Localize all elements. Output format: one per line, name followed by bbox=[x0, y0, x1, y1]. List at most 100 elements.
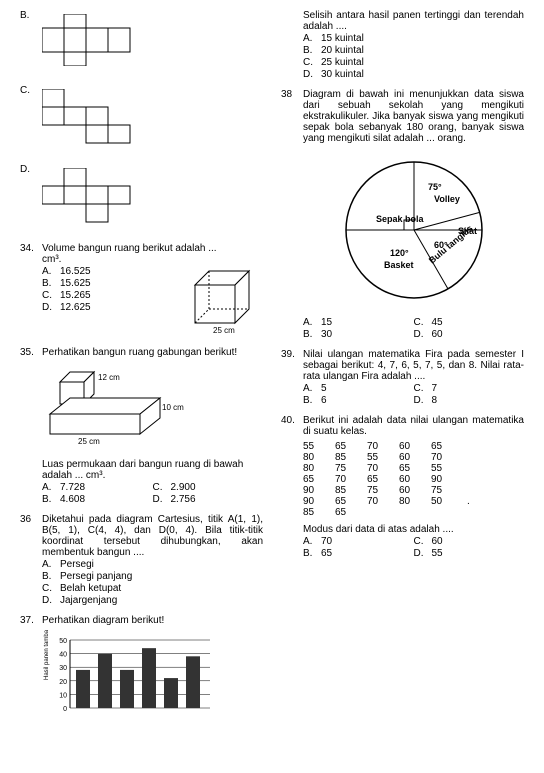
table-cell bbox=[367, 507, 399, 518]
question-number: 34. bbox=[20, 243, 42, 339]
table-cell: 60 bbox=[399, 452, 431, 463]
question-text: Diagram di bawah ini menunjukkan data si… bbox=[303, 89, 524, 144]
svg-text:60°: 60° bbox=[434, 240, 448, 250]
cube-icon: 25 cm bbox=[185, 265, 263, 335]
svg-text:75°: 75° bbox=[428, 182, 442, 192]
question-34: 34. Volume bangun ruang berikut adalah .… bbox=[20, 243, 263, 339]
option-c: C.25 kuintal bbox=[303, 57, 524, 68]
table-cell: 90 bbox=[303, 496, 335, 507]
option-d: D.8 bbox=[414, 395, 525, 406]
option-b-net: B. bbox=[20, 10, 263, 77]
table-cell: 50 bbox=[431, 496, 463, 507]
dim-label: 25 cm bbox=[78, 437, 100, 446]
table-cell: 55 bbox=[431, 463, 463, 474]
option-a: A.70 bbox=[303, 536, 414, 547]
option-a: A.Persegi bbox=[42, 559, 263, 570]
question-text: Diketahui pada diagram Cartesius, titik … bbox=[42, 514, 263, 558]
options-grid: A.70 B.65 C.60 D.55 bbox=[303, 535, 524, 560]
option-label: D. bbox=[20, 164, 42, 235]
table-cell: 85 bbox=[303, 507, 335, 518]
table-cell: 80 bbox=[303, 452, 335, 463]
svg-text:Basket: Basket bbox=[384, 260, 414, 270]
option-c: C.Belah ketupat bbox=[42, 583, 263, 594]
dim-label: 12 cm bbox=[98, 373, 120, 382]
table-cell: 75 bbox=[431, 485, 463, 496]
option-a: A.16.525 bbox=[42, 266, 181, 277]
left-column: B. C. bbox=[20, 10, 263, 735]
question-text: Volume bangun ruang berikut adalah ... bbox=[42, 243, 263, 254]
option-d: D.12.625 bbox=[42, 302, 181, 313]
cube-net-icon bbox=[42, 14, 132, 66]
table-cell: 80 bbox=[303, 463, 335, 474]
question-40: 40. Berikut ini adalah data nilai ulanga… bbox=[281, 415, 524, 560]
table-cell: 85 bbox=[335, 452, 367, 463]
table-row: 6570656090 bbox=[303, 474, 524, 485]
table-cell bbox=[399, 507, 431, 518]
table-cell bbox=[431, 507, 463, 518]
table-cell: 60 bbox=[399, 474, 431, 485]
svg-text:0: 0 bbox=[63, 706, 67, 713]
table-row: 8565 bbox=[303, 507, 524, 518]
table-cell: 65 bbox=[335, 507, 367, 518]
option-c: C.7 bbox=[414, 383, 525, 394]
option-a: A.7.728 bbox=[42, 482, 153, 493]
cube-dim-label: 25 cm bbox=[213, 326, 235, 335]
question-text: Berikut ini adalah data nilai ulangan ma… bbox=[303, 415, 524, 437]
cube-net-icon bbox=[42, 168, 132, 224]
table-row: 5565706065 bbox=[303, 441, 524, 452]
question-number: 40. bbox=[281, 415, 303, 560]
table-cell: 70 bbox=[431, 452, 463, 463]
svg-text:40: 40 bbox=[59, 652, 67, 659]
options-grid: A.5 B.6 C.7 D.8 bbox=[303, 382, 524, 407]
option-b: B.20 kuintal bbox=[303, 45, 524, 56]
table-row: 8075706555 bbox=[303, 463, 524, 474]
question-text-2: Luas permukaan dari bangun ruang di bawa… bbox=[42, 459, 263, 481]
option-c: C.60 bbox=[414, 536, 525, 547]
table-cell: 90 bbox=[303, 485, 335, 496]
option-label: C. bbox=[20, 85, 42, 156]
question-37-continuation: Selisih antara hasil panen tertinggi dan… bbox=[281, 10, 524, 81]
table-cell: 70 bbox=[367, 463, 399, 474]
question-text: Perhatikan diagram berikut! bbox=[42, 615, 263, 626]
svg-text:20: 20 bbox=[59, 679, 67, 686]
question-text-2: Modus dari data di atas adalah .... bbox=[303, 524, 524, 535]
table-row: 8085556070 bbox=[303, 452, 524, 463]
question-unit: cm³. bbox=[42, 254, 263, 265]
question-39: 39. Nilai ulangan matematika Fira pada s… bbox=[281, 349, 524, 407]
question-number: 36 bbox=[20, 514, 42, 607]
question-37: 37. Perhatikan diagram berikut! Hasil pa… bbox=[20, 615, 263, 727]
table-cell: 65 bbox=[303, 474, 335, 485]
table-cell: 70 bbox=[367, 441, 399, 452]
question-number: 38 bbox=[281, 89, 303, 341]
option-b: B.65 bbox=[303, 548, 414, 559]
pie-chart: Sepak bolaVolley75°SilatBulu tangkis60°B… bbox=[319, 150, 509, 310]
table-cell: 70 bbox=[367, 496, 399, 507]
table-row: 9065708050. bbox=[303, 496, 524, 507]
option-b: B.15.625 bbox=[42, 278, 181, 289]
option-b: B.4.608 bbox=[42, 494, 153, 505]
svg-text:50: 50 bbox=[59, 638, 67, 645]
dim-label: 10 cm bbox=[162, 403, 184, 412]
question-number: 39. bbox=[281, 349, 303, 407]
table-cell: 60 bbox=[399, 485, 431, 496]
svg-text:30: 30 bbox=[59, 665, 67, 672]
table-cell: 70 bbox=[335, 474, 367, 485]
options-grid: A.7.728 B.4.608 C.2.900 D.2.756 bbox=[42, 481, 263, 506]
option-c: C.45 bbox=[414, 317, 525, 328]
option-d: D.30 kuintal bbox=[303, 69, 524, 80]
data-table: 5565706065808555607080757065556570656090… bbox=[303, 441, 524, 518]
question-text: Nilai ulangan matematika Fira pada semes… bbox=[303, 349, 524, 382]
option-c: C.15.265 bbox=[42, 290, 181, 301]
table-cell: 90 bbox=[431, 474, 463, 485]
option-d-net: D. bbox=[20, 164, 263, 235]
option-b: B.Persegi panjang bbox=[42, 571, 263, 582]
cube-net-icon bbox=[42, 89, 132, 145]
bar-chart: Hasil panen tambak (kuintal)50403020100 bbox=[42, 630, 222, 720]
table-cell: 75 bbox=[367, 485, 399, 496]
options-grid: A.15 B.30 C.45 D.60 bbox=[303, 316, 524, 341]
option-a: A.15 kuintal bbox=[303, 33, 524, 44]
question-38: 38 Diagram di bawah ini menunjukkan data… bbox=[281, 89, 524, 341]
svg-text:120°: 120° bbox=[390, 248, 409, 258]
table-cell: 55 bbox=[303, 441, 335, 452]
svg-text:Volley: Volley bbox=[434, 194, 460, 204]
